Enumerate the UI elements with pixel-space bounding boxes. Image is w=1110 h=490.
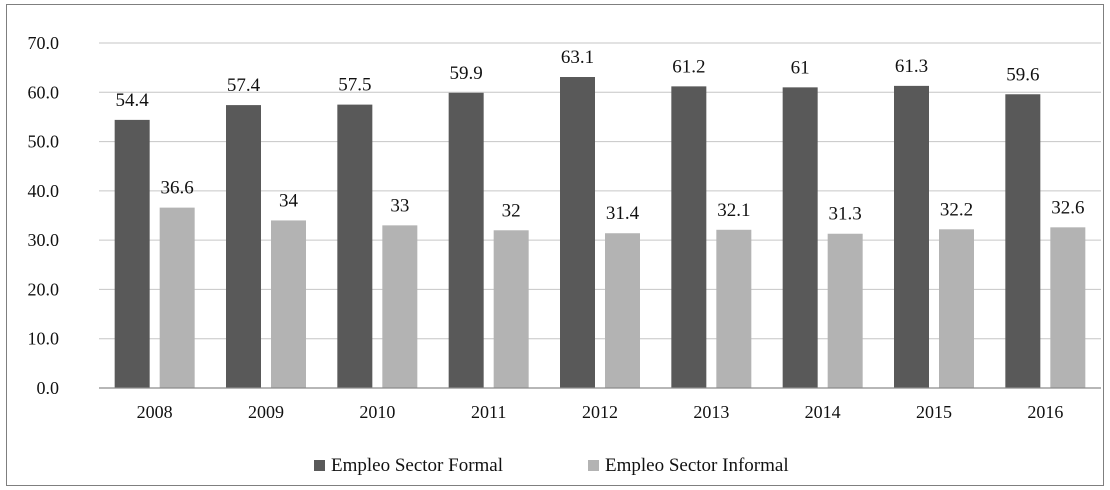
gridlines	[99, 42, 1101, 340]
chart-frame: 0.0 10.0 20.0 30.0 40.0 50.0 60.0 70.0 54.4 36.6…	[6, 4, 1104, 486]
y-tick-label: 0.0	[37, 378, 60, 398]
x-tick-label: 2009	[248, 402, 284, 422]
data-label-informal: 31.3	[829, 204, 862, 225]
data-label-informal: 32.2	[940, 199, 973, 220]
data-label-informal: 32.6	[1051, 197, 1084, 218]
data-label-formal: 59.6	[1006, 64, 1039, 85]
data-label-formal: 57.5	[338, 75, 371, 96]
bar-formal	[671, 86, 707, 388]
bar-formal	[894, 85, 929, 388]
x-tick-label: 2008	[137, 402, 173, 422]
data-label-formal: 61.3	[895, 56, 928, 77]
data-label-informal: 32.1	[717, 200, 750, 221]
legend-label-formal: Empleo Sector Formal	[331, 455, 503, 476]
bar-informal	[716, 229, 752, 388]
data-label-formal: 61	[791, 57, 810, 78]
y-tick-label: 30.0	[28, 230, 60, 250]
bar-informal	[493, 230, 529, 388]
data-label-informal: 32	[502, 200, 521, 221]
bar-informal	[605, 233, 640, 388]
y-tick-label: 10.0	[28, 329, 60, 349]
bar-informal	[382, 225, 418, 388]
bar-formal	[1005, 94, 1041, 388]
y-axis: 0.0 10.0 20.0 30.0 40.0 50.0 60.0 70.0	[28, 33, 60, 398]
data-label-informal: 31.4	[606, 203, 640, 224]
data-label-informal: 33	[390, 195, 409, 216]
x-tick-label: 2015	[916, 402, 952, 422]
x-tick-label: 2014	[805, 402, 841, 422]
y-tick-label: 70.0	[28, 33, 60, 53]
bar-informal	[939, 229, 974, 388]
bar-formal	[226, 105, 261, 388]
bar-formal	[560, 77, 595, 388]
data-label-formal: 61.2	[672, 56, 705, 77]
bar-informal	[1050, 227, 1086, 388]
x-tick-label: 2010	[359, 402, 395, 422]
bar-informal	[271, 220, 306, 388]
data-label-formal: 63.1	[561, 47, 594, 68]
legend: Empleo Sector Formal Empleo Sector Infor…	[314, 455, 789, 476]
y-tick-label: 60.0	[28, 82, 60, 102]
bar-informal	[827, 233, 863, 388]
x-axis: 2008 2009 2010 2011 2012 2013 2014 2015 2016	[99, 387, 1101, 422]
y-tick-label: 20.0	[28, 279, 60, 299]
bar-informal	[159, 207, 195, 388]
x-tick-label: 2012	[582, 402, 618, 422]
data-label-formal: 59.9	[450, 63, 483, 84]
bar-formal	[448, 92, 484, 389]
data-label-informal: 36.6	[161, 178, 194, 199]
bar-formal	[337, 104, 373, 388]
bar-formal	[782, 87, 818, 388]
data-label-formal: 54.4	[116, 90, 150, 111]
legend-swatch-formal	[314, 460, 325, 471]
x-tick-label: 2016	[1027, 402, 1063, 422]
y-tick-label: 50.0	[28, 132, 60, 152]
bar-chart: 0.0 10.0 20.0 30.0 40.0 50.0 60.0 70.0 54.4 36.6…	[28, 33, 1101, 476]
data-label-formal: 57.4	[227, 75, 261, 96]
legend-label-informal: Empleo Sector Informal	[605, 455, 789, 476]
bars: 54.4 36.6 57.4 34 57.5 33 59.9 32 63.1 31.4 61.2 32…	[114, 47, 1086, 389]
y-tick-label: 40.0	[28, 181, 60, 201]
x-tick-label: 2011	[471, 402, 506, 422]
bar-formal	[114, 119, 150, 388]
x-tick-label: 2013	[693, 402, 729, 422]
data-label-informal: 34	[279, 190, 299, 211]
legend-swatch-informal	[588, 460, 599, 471]
